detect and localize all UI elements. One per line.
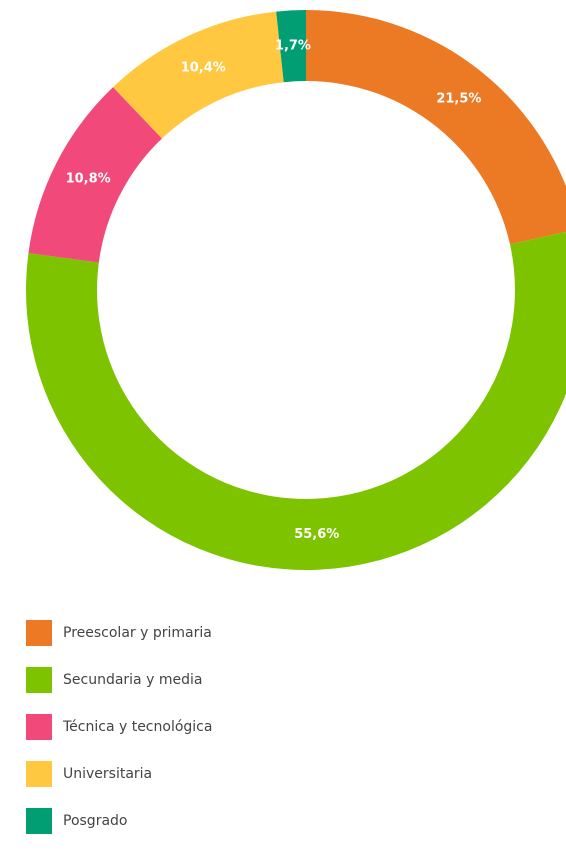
slice-label-preescolar-y-primaria: 21,5% bbox=[436, 92, 481, 107]
legend-swatch bbox=[26, 760, 52, 787]
slice-label-universitaria: 10,4% bbox=[181, 61, 226, 76]
slice-label-secundaria-y-media: 55,6% bbox=[294, 527, 339, 542]
chart-legend: Preescolar y primaria Secundaria y media T… bbox=[26, 618, 212, 853]
legend-item-secundaria-y-media[interactable]: Secundaria y media bbox=[26, 665, 212, 694]
donut-chart: 21,5% 55,6% 10,8% 10,4% 1,7% bbox=[26, 10, 566, 570]
donut-slice-posgrado[interactable] bbox=[276, 10, 306, 83]
legend-swatch bbox=[26, 807, 52, 834]
legend-label: Técnica y tecnológica bbox=[63, 718, 213, 735]
legend-label: Posgrado bbox=[63, 812, 128, 829]
legend-swatch bbox=[26, 713, 52, 740]
legend-swatch bbox=[26, 619, 52, 646]
slice-label-tecnica-y-tecnologica: 10,8% bbox=[66, 171, 111, 186]
donut-slice-secundaria-y-media[interactable] bbox=[26, 229, 566, 570]
legend-item-tecnica-y-tecnologica[interactable]: Técnica y tecnológica bbox=[26, 712, 212, 741]
slice-label-posgrado: 1,7% bbox=[275, 38, 311, 53]
donut-slice-preescolar-y-primaria[interactable] bbox=[306, 10, 566, 245]
donut-slice-universitaria[interactable] bbox=[113, 11, 284, 139]
legend-item-universitaria[interactable]: Universitaria bbox=[26, 759, 212, 788]
donut-slice-tecnica-y-tecnologica[interactable] bbox=[28, 87, 162, 263]
legend-label: Preescolar y primaria bbox=[63, 624, 212, 641]
legend-label: Secundaria y media bbox=[63, 671, 203, 688]
legend-label: Universitaria bbox=[63, 765, 153, 782]
legend-item-posgrado[interactable]: Posgrado bbox=[26, 806, 212, 835]
legend-item-preescolar-y-primaria[interactable]: Preescolar y primaria bbox=[26, 618, 212, 647]
legend-swatch bbox=[26, 666, 52, 693]
